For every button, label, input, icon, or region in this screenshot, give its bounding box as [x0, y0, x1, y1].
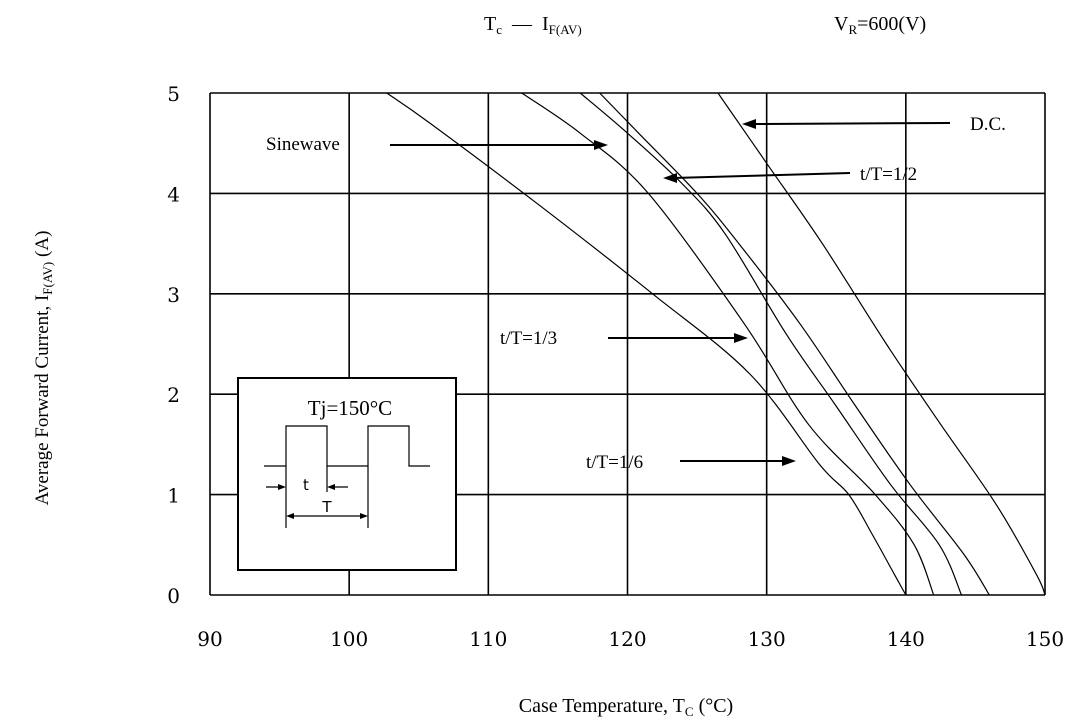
x-tick-label: 100 [330, 627, 368, 651]
x-tick-label: 110 [469, 627, 507, 651]
svg-text:t/T=1/3: t/T=1/3 [500, 328, 557, 349]
series-line-2 [579, 92, 963, 596]
y-tick-label: 2 [167, 383, 180, 407]
x-tick-label: 150 [1026, 627, 1064, 651]
annotation-third: t/T=1/3 [500, 328, 748, 349]
y-tick-label: 3 [167, 283, 180, 307]
annotation-dc: D.C. [742, 114, 1006, 135]
annotation-sixth: t/T=1/6 [586, 452, 796, 473]
x-tick-labels: 90 100 110 120 130 140 150 [197, 627, 1064, 651]
x-axis-label: Case Temperature, TC (°C) [519, 695, 733, 719]
condition-label: VR=600(V) [834, 13, 926, 37]
inset-t-label: t [303, 476, 309, 494]
y-tick-label: 5 [167, 82, 180, 106]
series-line-0 [386, 92, 907, 596]
series-curves [386, 92, 1046, 596]
x-tick-label: 130 [748, 627, 786, 651]
chart-title: Tc — IF(AV) [484, 13, 582, 37]
inset-tj-label: Tj=150°C [308, 396, 392, 420]
y-tick-label: 1 [167, 484, 180, 508]
waveform-inset: Tj=150°C t T [237, 377, 457, 571]
inset-T-label: T [321, 498, 332, 516]
svg-text:Sinewave: Sinewave [266, 134, 340, 155]
y-tick-label: 4 [167, 182, 180, 206]
x-tick-label: 120 [608, 627, 646, 651]
y-tick-labels: 0 1 2 3 4 5 [167, 82, 180, 608]
series-line-3 [599, 92, 990, 596]
x-tick-label: 90 [197, 627, 222, 651]
y-axis-label: Average Forward Current, IF(AV) (A) [32, 231, 55, 506]
series-line-4 [717, 92, 1046, 596]
y-tick-label: 0 [167, 584, 180, 608]
annotation-half: t/T=1/2 [663, 164, 917, 185]
svg-text:t/T=1/2: t/T=1/2 [860, 164, 917, 185]
svg-text:t/T=1/6: t/T=1/6 [586, 452, 643, 473]
grid [209, 92, 1046, 596]
annotation-sinewave: Sinewave [266, 134, 608, 155]
series-line-1 [521, 92, 935, 596]
pulse-waveform [264, 425, 430, 467]
x-tick-label: 140 [887, 627, 925, 651]
svg-text:D.C.: D.C. [970, 114, 1006, 135]
